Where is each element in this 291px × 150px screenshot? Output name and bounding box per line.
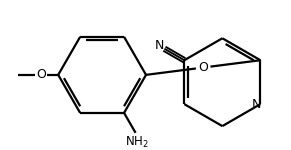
Text: N: N (154, 39, 164, 52)
Text: NH$_2$: NH$_2$ (125, 135, 148, 150)
Text: O: O (198, 61, 208, 74)
Text: O: O (37, 68, 46, 81)
Text: N: N (251, 98, 261, 111)
